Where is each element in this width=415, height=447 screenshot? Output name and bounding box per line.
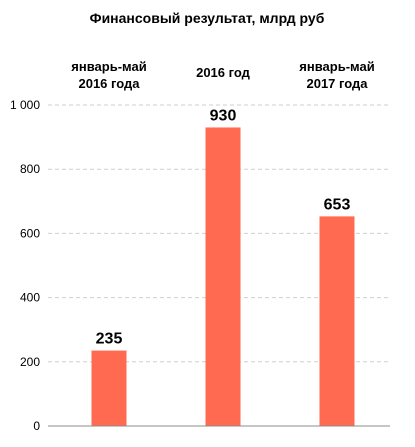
category-label: 2017 года — [306, 76, 368, 91]
data-labels: 235 930 653 — [96, 107, 351, 347]
y-tick-label: 400 — [20, 291, 40, 305]
category-labels: январь-май 2016 года 2016 год январь-май 201… — [71, 59, 374, 91]
bar — [91, 350, 127, 426]
y-tick-label: 0 — [33, 419, 40, 433]
data-label: 235 — [96, 331, 123, 348]
y-tick-label: 800 — [20, 162, 40, 176]
y-tick-label: 200 — [20, 355, 40, 369]
bar — [319, 216, 355, 426]
y-tick-label: 600 — [20, 226, 40, 240]
category-label: 2016 год — [196, 65, 251, 80]
y-axis: 0 200 400 600 800 1 000 — [10, 98, 40, 433]
category-label: январь-май — [71, 59, 146, 74]
bar — [205, 127, 241, 426]
data-label: 930 — [210, 107, 237, 124]
bar-layer — [91, 127, 355, 426]
chart-title: Финансовый результат, млрд руб — [90, 10, 325, 26]
y-tick-label: 1 000 — [10, 98, 40, 112]
data-label: 653 — [324, 196, 351, 213]
category-label: 2016 года — [78, 76, 140, 91]
category-label: январь-май — [299, 59, 374, 74]
